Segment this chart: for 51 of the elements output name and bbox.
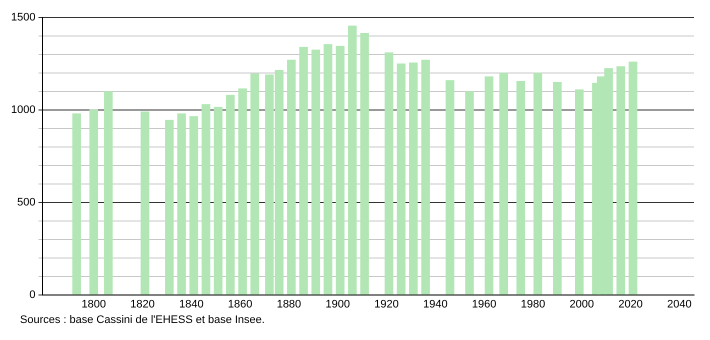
x-tick-label: 1960 bbox=[472, 298, 496, 310]
bar bbox=[409, 62, 418, 295]
source-note: Sources : base Cassini de l'EHESS et base Insee. bbox=[20, 314, 266, 326]
x-tick-label: 1900 bbox=[325, 298, 350, 310]
bar bbox=[534, 72, 542, 295]
y-tick-label: 1500 bbox=[10, 12, 36, 24]
bar bbox=[384, 52, 394, 295]
bar bbox=[189, 116, 198, 295]
x-tick-label: 2020 bbox=[618, 298, 643, 310]
bar bbox=[104, 91, 113, 295]
bar bbox=[214, 106, 222, 295]
bar bbox=[516, 81, 526, 295]
bar bbox=[324, 44, 332, 295]
bar bbox=[287, 60, 296, 295]
bar bbox=[446, 80, 454, 295]
x-tick-label: 1860 bbox=[228, 298, 252, 310]
x-tick-label: 1940 bbox=[423, 298, 448, 310]
bar bbox=[311, 50, 320, 295]
y-tick-label: 0 bbox=[29, 288, 36, 301]
bar bbox=[396, 63, 406, 295]
bar bbox=[238, 88, 247, 295]
x-tick-label: 1980 bbox=[520, 298, 546, 310]
bar bbox=[553, 82, 562, 295]
bar bbox=[250, 74, 260, 295]
bar bbox=[465, 91, 474, 295]
bar bbox=[348, 26, 357, 295]
bar bbox=[628, 62, 638, 295]
x-tick-label: 1920 bbox=[374, 298, 399, 310]
x-tick-label: 2000 bbox=[570, 298, 594, 310]
y-tick-label: 500 bbox=[17, 196, 36, 208]
x-tick-label: 1880 bbox=[276, 298, 302, 310]
bar bbox=[140, 112, 150, 295]
x-tick-label: 1840 bbox=[179, 298, 204, 310]
bar bbox=[499, 72, 508, 295]
bar bbox=[177, 113, 186, 295]
y-tick-label: 1000 bbox=[10, 104, 36, 116]
bar bbox=[336, 46, 345, 295]
bar bbox=[616, 66, 626, 295]
bar bbox=[89, 110, 98, 295]
x-tick-label: 1820 bbox=[130, 298, 155, 310]
bar bbox=[574, 89, 584, 295]
bar bbox=[72, 113, 81, 295]
bar bbox=[484, 76, 494, 295]
x-tick-label: 2040 bbox=[667, 298, 692, 310]
bar bbox=[421, 60, 430, 295]
x-tick-label: 1800 bbox=[81, 298, 106, 310]
bar bbox=[360, 32, 369, 295]
bar bbox=[299, 46, 308, 295]
bar bbox=[202, 104, 210, 295]
bar bbox=[165, 120, 174, 295]
bar bbox=[226, 94, 235, 295]
